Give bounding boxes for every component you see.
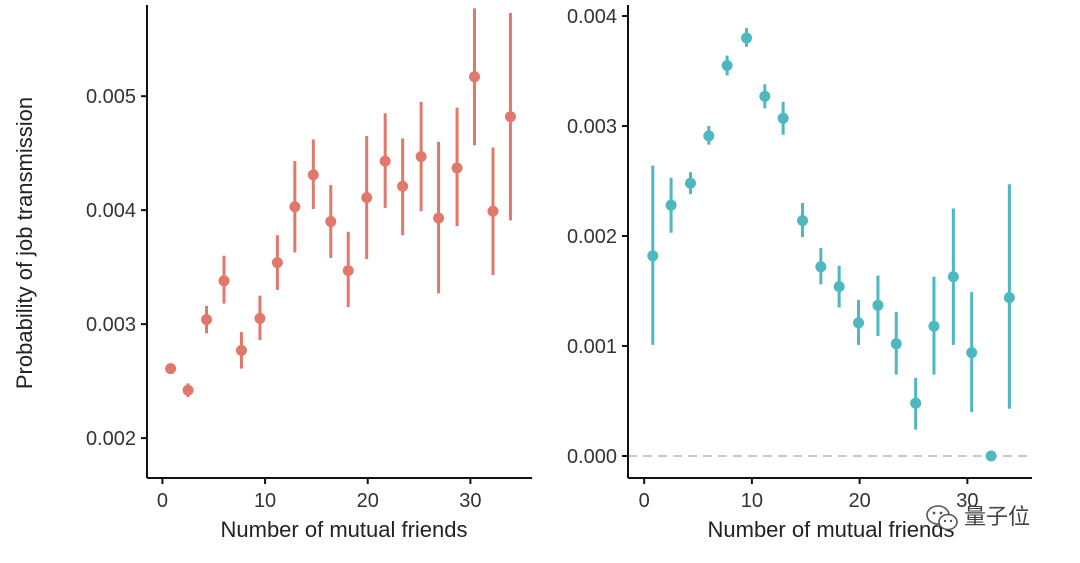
left-data-point <box>325 216 337 228</box>
left-y-tick-label: 0.005 <box>86 86 136 108</box>
left-data-point <box>271 257 283 269</box>
right-data-point <box>665 199 677 211</box>
left-data-point <box>504 111 516 123</box>
right-y-tick-label: 0.003 <box>567 116 617 138</box>
right-data-point <box>833 281 845 293</box>
right-x-tick-label: 30 <box>956 490 978 512</box>
right-data-point <box>741 32 753 44</box>
left-y-tick-label: 0.003 <box>86 314 136 336</box>
right-data-point <box>853 317 865 329</box>
wechat-icon <box>926 505 958 531</box>
right-data-point <box>797 215 809 227</box>
left-data-point <box>254 312 266 324</box>
right-y-tick-label: 0.004 <box>567 6 617 28</box>
left-data-point <box>433 212 445 224</box>
right-data-point <box>647 250 659 262</box>
right-y-tick-label: 0.001 <box>567 336 617 358</box>
left-data-point <box>218 275 230 287</box>
left-data-point <box>342 265 354 277</box>
left-data-point <box>289 201 301 213</box>
right-y-tick-label: 0.002 <box>567 226 617 248</box>
left-data-point <box>379 155 391 167</box>
watermark: 量子位 <box>926 505 1030 531</box>
left-data-point <box>451 162 463 174</box>
right-data-point <box>928 320 940 332</box>
left-data-point <box>307 169 319 181</box>
watermark-text: 量子位 <box>964 505 1030 530</box>
left-y-ticks: 0.002 0.003 0.004 0.005 <box>86 86 147 450</box>
right-data-point <box>703 130 715 142</box>
right-data-point <box>1003 292 1015 304</box>
right-y-ticks: 0.000 0.001 0.002 0.003 0.004 <box>567 6 628 468</box>
left-x-tick-label: 0 <box>157 490 168 512</box>
right-data-point <box>947 271 959 283</box>
right-x-ticks: 0 10 20 30 <box>639 478 978 512</box>
right-data-point <box>872 299 884 311</box>
right-data-point <box>966 347 978 359</box>
right-data-point <box>777 112 789 124</box>
left-x-ticks: 0 10 20 30 <box>157 478 482 512</box>
left-data-point <box>235 344 247 356</box>
left-x-tick-label: 10 <box>254 490 276 512</box>
right-x-tick-label: 10 <box>741 490 763 512</box>
left-data-point <box>415 151 427 163</box>
left-points <box>165 71 516 396</box>
right-y-tick-label: 0.000 <box>567 446 617 468</box>
left-panel: 0.002 0.003 0.004 0.005 0 10 20 30 Number of m… <box>12 5 532 542</box>
left-x-axis-title: Number of mutual friends <box>221 517 468 542</box>
right-points <box>647 32 1015 462</box>
right-panel: 0.000 0.001 0.002 0.003 0.004 0 10 20 30 Number… <box>567 5 1032 542</box>
left-x-tick-label: 30 <box>459 490 481 512</box>
left-data-point <box>182 384 194 396</box>
left-errorbars <box>169 8 512 398</box>
left-data-point <box>397 180 409 192</box>
right-data-point <box>815 261 827 273</box>
right-data-point <box>759 90 771 102</box>
right-data-point <box>890 338 902 350</box>
left-data-point <box>165 363 177 375</box>
right-data-point <box>985 450 997 462</box>
right-x-tick-label: 0 <box>639 490 650 512</box>
right-x-axis-title: Number of mutual friends <box>708 517 955 542</box>
left-data-point <box>361 192 373 204</box>
left-data-point <box>201 314 213 326</box>
right-x-tick-label: 20 <box>849 490 871 512</box>
right-data-point <box>721 60 733 71</box>
right-data-point <box>910 397 922 409</box>
left-y-axis-title: Probability of job transmission <box>12 97 37 389</box>
left-data-point <box>487 205 499 217</box>
left-x-tick-label: 20 <box>357 490 379 512</box>
left-y-tick-label: 0.002 <box>86 428 136 450</box>
right-errorbars <box>651 28 1011 430</box>
left-data-point <box>469 71 481 83</box>
left-y-tick-label: 0.004 <box>86 200 136 222</box>
right-data-point <box>684 177 696 189</box>
